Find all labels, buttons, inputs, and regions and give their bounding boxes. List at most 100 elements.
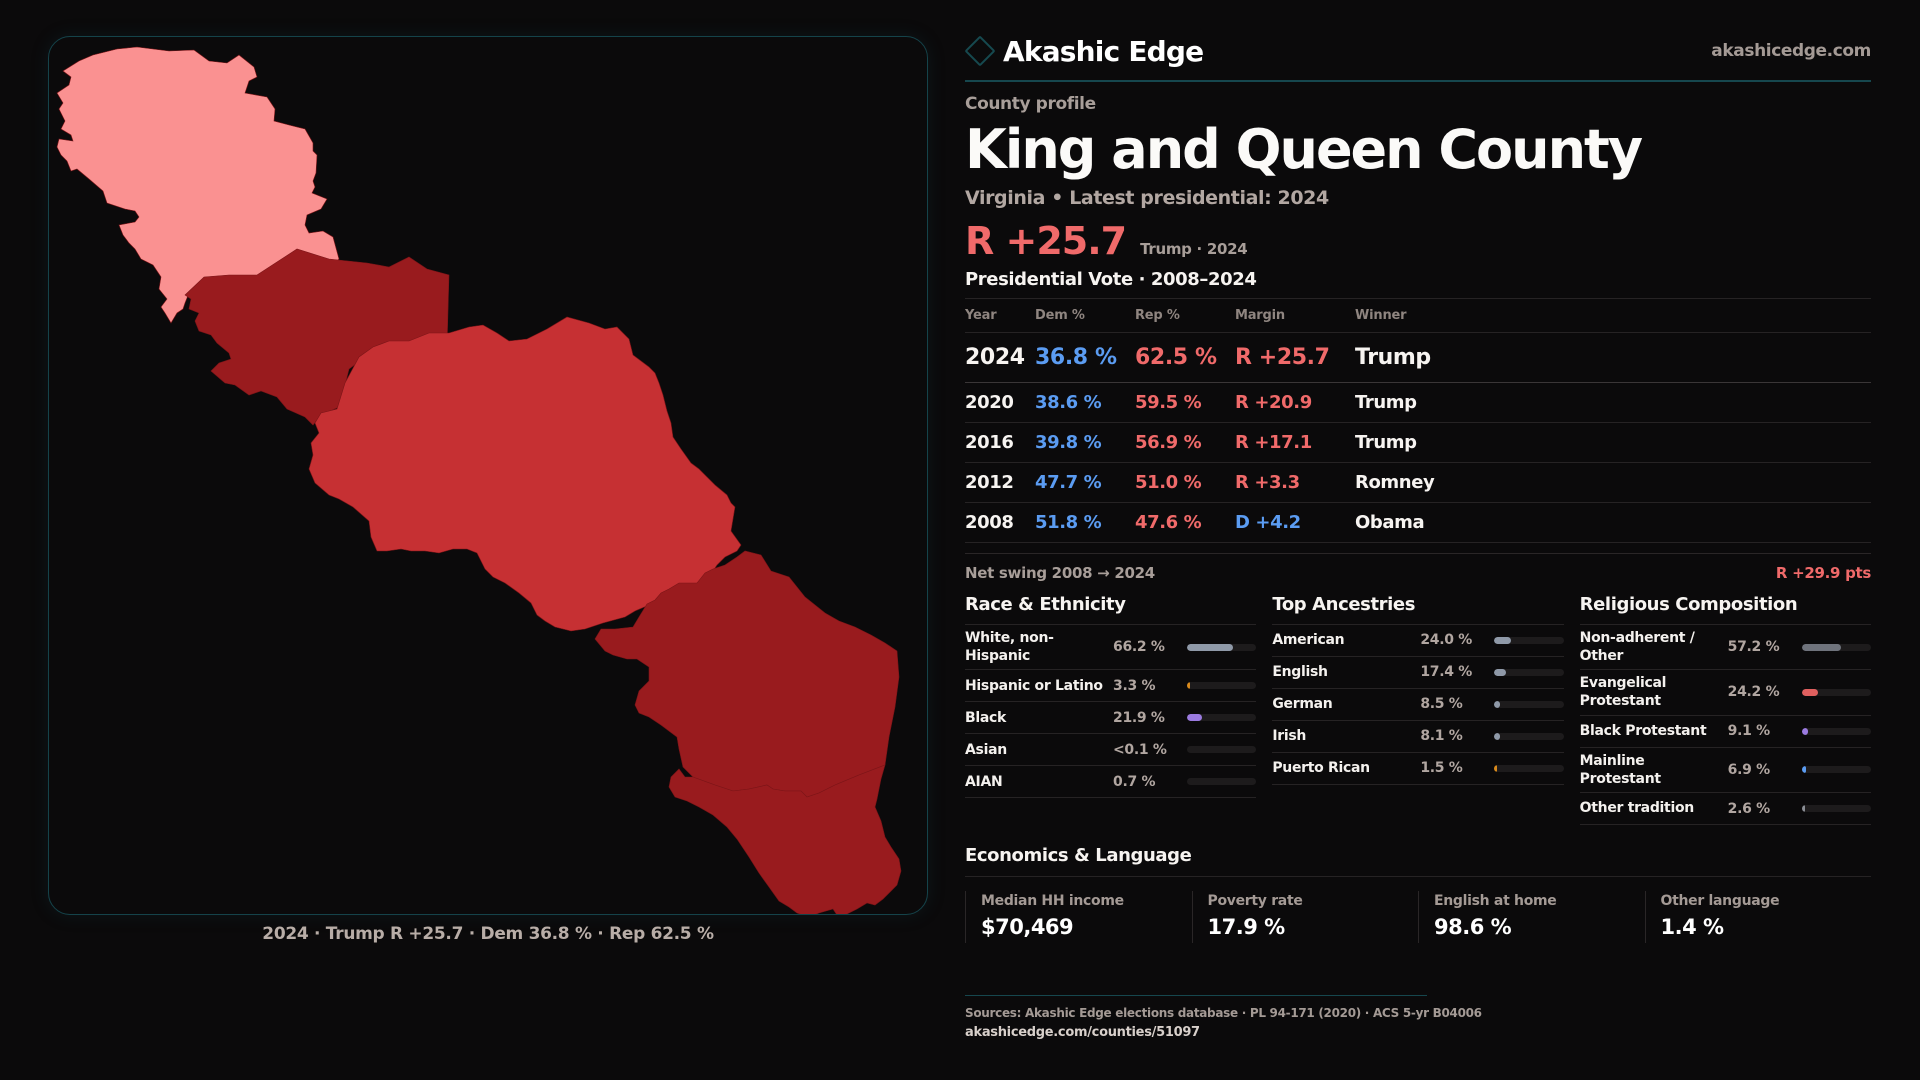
item-label: Other tradition: [1579, 800, 1695, 817]
cell-year: 2012: [965, 462, 1035, 503]
column-header-winner: Winner: [1355, 297, 1871, 333]
list-item: American 24.0 %: [1272, 625, 1564, 657]
county-profile-panel: Akashic Edge akashicedge.com County prof…: [964, 30, 1871, 944]
cell-dem-pct: 36.8 %: [1035, 332, 1135, 383]
brand-url-link[interactable]: akashicedge.com: [1711, 41, 1871, 61]
headline-margin: R +25.7: [965, 218, 1127, 263]
ancestries-section: Top Ancestries American 24.0 % English 17.4…: [1272, 594, 1564, 825]
stat-label: Other language: [1660, 893, 1780, 910]
net-swing-value: R +29.9 pts: [1775, 563, 1871, 582]
item-label: German: [1272, 696, 1333, 713]
cell-winner: Obama: [1355, 502, 1871, 543]
net-swing-label: Net swing 2008 → 2024: [965, 563, 1155, 582]
column-header-rep: Rep %: [1135, 297, 1235, 333]
bar-track: [1801, 805, 1871, 813]
brand-name[interactable]: Akashic Edge: [1003, 34, 1204, 68]
item-label: AIAN: [965, 773, 1003, 790]
bar-fill: [1494, 732, 1500, 740]
bar-track: [1801, 688, 1871, 696]
column-header-year: Year: [965, 297, 1035, 333]
table-row[interactable]: 2024 36.8 % 62.5 % R +25.7 Trump: [965, 332, 1871, 383]
list-item: Hispanic or Latino 3.3 %: [965, 670, 1257, 703]
footer-url-link[interactable]: akashicedge.com/counties/51097: [965, 1025, 1200, 1040]
column-header-margin: Margin: [1235, 297, 1355, 333]
list-item: White, non-Hispanic 66.2 %: [965, 625, 1257, 671]
cell-margin: R +3.3: [1235, 462, 1355, 503]
cell-margin: R +17.1: [1235, 422, 1355, 463]
cell-winner: Trump: [1355, 382, 1871, 423]
stat-label: Poverty rate: [1207, 893, 1303, 910]
bar-fill: [1801, 688, 1819, 696]
item-value: 24.2 %: [1727, 684, 1780, 701]
table-row[interactable]: 2012 47.7 % 51.0 % R +3.3 Romney: [965, 462, 1871, 503]
header-divider: [965, 80, 1871, 82]
list-item: Irish 8.1 %: [1272, 721, 1564, 753]
item-label: Puerto Rican: [1272, 760, 1370, 777]
item-label: English: [1272, 664, 1328, 681]
stat-value: $70,469: [981, 915, 1074, 940]
cell-dem-pct: 47.7 %: [1035, 462, 1135, 503]
page-title: King and Queen County: [965, 117, 1643, 181]
map-region-southeast-lower[interactable]: [668, 764, 902, 915]
bar-fill: [1801, 805, 1805, 813]
county-map-svg: [56, 46, 902, 915]
item-value: 1.5 %: [1420, 760, 1463, 777]
county-map[interactable]: [48, 36, 928, 915]
bar-track: [1801, 766, 1871, 774]
bar-fill: [1801, 766, 1807, 774]
item-label: Non-adherent / Other: [1579, 629, 1695, 665]
eyebrow-label: County profile: [965, 93, 1096, 114]
table-row[interactable]: 2020 38.6 % 59.5 % R +20.9 Trump: [965, 382, 1871, 423]
cell-rep-pct: 51.0 %: [1135, 462, 1235, 503]
bar-track: [1187, 714, 1257, 722]
item-value: 8.5 %: [1420, 696, 1463, 713]
column-header-dem: Dem %: [1035, 297, 1135, 333]
item-label: Asian: [965, 741, 1007, 758]
cell-winner: Trump: [1355, 332, 1871, 383]
list-item: German 8.5 %: [1272, 689, 1564, 721]
cell-margin: R +25.7: [1235, 332, 1355, 383]
cell-dem-pct: 51.8 %: [1035, 502, 1135, 543]
cell-winner: Trump: [1355, 422, 1871, 463]
religion-section: Religious Composition Non-adherent / Oth…: [1579, 594, 1871, 826]
cell-year: 2020: [965, 382, 1035, 423]
ancestries-section-title: Top Ancestries: [1272, 594, 1564, 625]
stat-value: 1.4 %: [1660, 915, 1725, 940]
table-header-row: Year Dem % Rep % Margin Winner: [965, 297, 1871, 333]
cell-winner: Romney: [1355, 462, 1871, 503]
bar-track: [1494, 636, 1564, 644]
item-label: Mainline Protestant: [1579, 752, 1661, 787]
stat-median-income: Median HH income $70,469: [965, 891, 1192, 944]
list-item: Evangelical Protestant 24.2 %: [1579, 670, 1871, 716]
item-value: 57.2 %: [1727, 639, 1780, 656]
item-label: Hispanic or Latino: [965, 677, 1103, 694]
item-value: 24.0 %: [1420, 632, 1472, 649]
table-row[interactable]: 2016 39.8 % 56.9 % R +17.1 Trump: [965, 422, 1871, 463]
table-row[interactable]: 2008 51.8 % 47.6 % D +4.2 Obama: [965, 502, 1871, 543]
bar-track: [1494, 764, 1564, 772]
item-label: American: [1272, 632, 1345, 649]
bar-track: [1187, 682, 1257, 690]
religion-section-title: Religious Composition: [1579, 594, 1871, 625]
cell-year: 2016: [965, 422, 1035, 463]
list-item: Non-adherent / Other 57.2 %: [1579, 625, 1871, 671]
stat-value: 98.6 %: [1434, 915, 1512, 940]
list-item: Black 21.9 %: [965, 702, 1257, 735]
item-value: 6.9 %: [1727, 761, 1771, 778]
bar-fill: [1494, 668, 1507, 676]
stat-label: English at home: [1434, 893, 1557, 910]
bar-track: [1801, 643, 1871, 651]
stat-english-at-home: English at home 98.6 %: [1418, 891, 1645, 944]
bar-track: [1494, 668, 1564, 676]
bar-fill: [1187, 714, 1203, 722]
cell-rep-pct: 47.6 %: [1135, 502, 1235, 543]
brand-header: Akashic Edge akashicedge.com: [964, 30, 1871, 72]
list-item: English 17.4 %: [1272, 657, 1564, 689]
bar-track: [1187, 746, 1257, 754]
demographics-grid: Race & Ethnicity White, non-Hispanic 66.2…: [965, 594, 1871, 826]
list-item: Puerto Rican 1.5 %: [1272, 753, 1564, 785]
cell-dem-pct: 38.6 %: [1035, 382, 1135, 423]
bar-track: [1187, 778, 1257, 786]
stat-poverty-rate: Poverty rate 17.9 %: [1191, 891, 1419, 944]
map-region-central[interactable]: [308, 316, 742, 632]
